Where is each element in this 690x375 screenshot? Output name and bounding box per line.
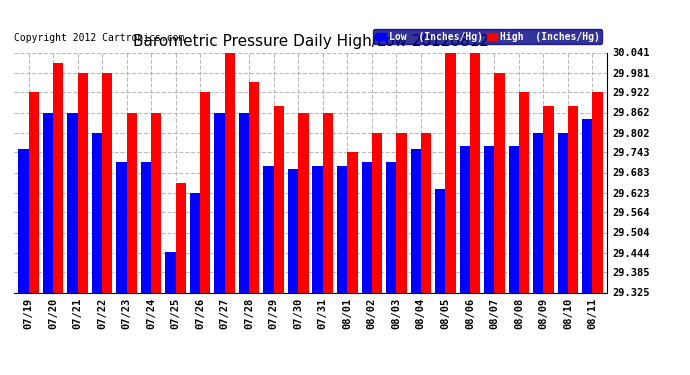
Bar [544,106,554,292]
Bar [533,133,544,292]
Bar [274,106,284,292]
Bar [484,146,495,292]
Bar [28,92,39,292]
Bar [362,162,372,292]
Bar [460,146,470,292]
Bar [18,149,28,292]
Bar [43,112,53,292]
Bar [347,152,357,292]
Bar [313,166,323,292]
Bar [421,133,431,292]
Legend: Low  (Inches/Hg), High  (Inches/Hg): Low (Inches/Hg), High (Inches/Hg) [373,28,602,44]
Bar [102,73,112,292]
Bar [396,133,406,292]
Bar [53,63,63,292]
Bar [151,112,161,292]
Bar [298,112,308,292]
Bar [117,162,126,292]
Bar [215,112,225,292]
Bar [249,82,259,292]
Bar [176,183,186,292]
Bar [166,252,176,292]
Bar [372,133,382,292]
Bar [67,112,77,292]
Bar [200,92,210,292]
Bar [288,169,298,292]
Bar [323,112,333,292]
Bar [92,133,102,292]
Title: Barometric Pressure Daily High/Low 20120812: Barometric Pressure Daily High/Low 20120… [132,33,489,48]
Text: Copyright 2012 Cartronics.com: Copyright 2012 Cartronics.com [14,33,184,43]
Bar [225,53,235,292]
Bar [239,112,249,292]
Bar [386,162,396,292]
Bar [593,92,603,292]
Bar [411,149,421,292]
Bar [509,146,519,292]
Bar [264,166,274,292]
Bar [190,193,200,292]
Bar [558,133,568,292]
Bar [519,92,529,292]
Bar [126,112,137,292]
Bar [470,53,480,292]
Bar [141,162,151,292]
Bar [495,73,504,292]
Bar [582,119,593,292]
Bar [445,53,455,292]
Bar [435,189,445,292]
Bar [337,166,347,292]
Bar [77,73,88,292]
Bar [568,106,578,292]
